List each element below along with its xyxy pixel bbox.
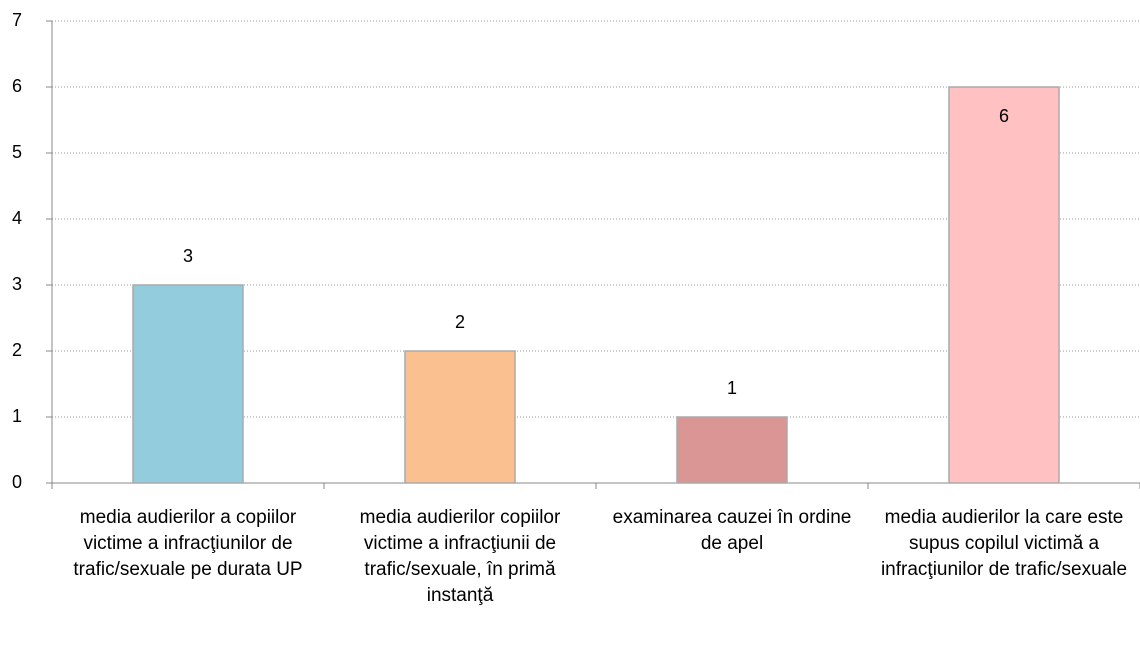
bar bbox=[676, 416, 788, 484]
x-tick-label: examinarea cauzei în ordine de apel bbox=[612, 507, 852, 554]
y-tick-label: 0 bbox=[12, 472, 22, 492]
x-tick-label: media audierilor la care este supus copi… bbox=[880, 507, 1128, 580]
y-tick-label: 6 bbox=[12, 76, 22, 96]
x-tick-label: media audierilor a copiilor victime a in… bbox=[73, 507, 303, 580]
x-tick-label: media audierilor copiilor victime a infr… bbox=[359, 507, 561, 606]
data-label: 2 bbox=[455, 312, 465, 332]
bar bbox=[404, 350, 516, 484]
bar bbox=[132, 284, 244, 484]
y-tick-label: 2 bbox=[12, 340, 22, 360]
y-tick-label: 5 bbox=[12, 142, 22, 162]
y-tick-label: 4 bbox=[12, 208, 22, 228]
bar bbox=[948, 86, 1060, 484]
data-label: 6 bbox=[999, 106, 1009, 126]
data-label: 1 bbox=[727, 378, 737, 398]
data-label: 3 bbox=[183, 246, 193, 266]
y-tick-label: 1 bbox=[12, 406, 22, 426]
y-tick-label: 3 bbox=[12, 274, 22, 294]
y-tick-label: 7 bbox=[12, 10, 22, 30]
